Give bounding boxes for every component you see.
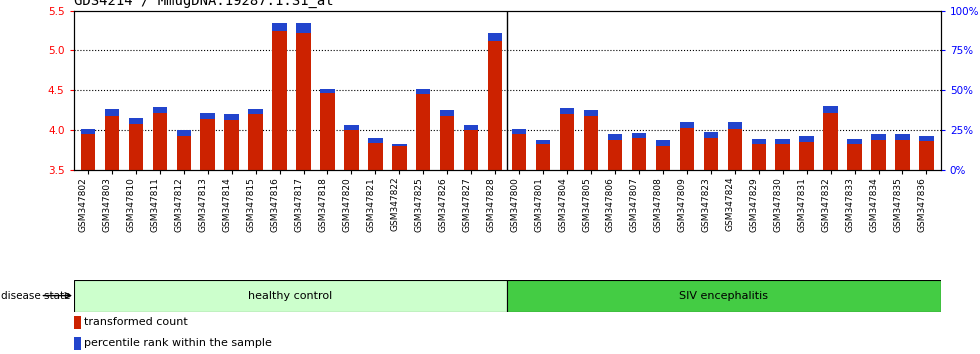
Bar [800,137,813,142]
Bar [775,144,790,170]
Bar [488,33,503,41]
Bar [508,280,941,312]
Bar [560,108,574,114]
Bar [775,139,790,144]
Bar [392,146,407,170]
Bar [176,130,191,136]
Bar [320,93,334,170]
Bar [896,134,909,139]
Bar [224,114,239,120]
Bar [201,119,215,170]
Bar [656,146,670,170]
Bar [105,109,119,116]
Bar [919,141,934,170]
Bar [440,110,455,116]
Bar [440,116,455,170]
Text: GDS4214 / MmugDNA.19287.1.S1_at: GDS4214 / MmugDNA.19287.1.S1_at [74,0,333,8]
Bar [248,114,263,170]
Bar [344,125,359,130]
Bar [368,143,382,170]
Bar [320,90,334,93]
Bar [823,113,838,170]
Bar [704,138,718,170]
Bar [80,129,95,134]
Bar [536,144,551,170]
Bar [74,316,81,329]
Bar [74,337,81,350]
Bar [296,33,311,170]
Bar [176,136,191,170]
Bar [153,107,167,113]
Bar [871,139,886,170]
Bar [632,133,646,138]
Bar [128,118,143,124]
Bar [848,144,861,170]
Text: healthy control: healthy control [248,291,332,301]
Bar [248,109,263,114]
Bar [201,113,215,119]
Bar [608,134,622,139]
Bar [392,144,407,146]
Bar [608,139,622,170]
Bar [919,136,934,141]
Bar [80,134,95,170]
Bar [560,114,574,170]
Bar [727,122,742,129]
Bar [272,30,287,170]
Bar [584,110,598,116]
Bar [512,129,526,134]
Bar [823,106,838,113]
Bar [848,139,861,144]
Bar [727,129,742,170]
Bar [368,138,382,143]
Text: transformed count: transformed count [84,317,187,327]
Bar [128,124,143,170]
Bar [344,130,359,170]
Bar [752,139,766,144]
Bar [871,134,886,139]
Bar [74,280,508,312]
Bar [800,142,813,170]
Bar [680,122,694,128]
Text: percentile rank within the sample: percentile rank within the sample [84,338,271,348]
Text: disease state: disease state [1,291,71,301]
Bar [464,130,478,170]
Bar [488,41,503,170]
Bar [464,125,478,130]
Bar [584,116,598,170]
Bar [536,140,551,144]
Bar [896,139,909,170]
Bar [416,88,430,94]
Bar [416,94,430,170]
Bar [153,113,167,170]
Bar [512,134,526,170]
Bar [105,116,119,170]
Bar [272,23,287,30]
Bar [632,138,646,170]
Bar [752,144,766,170]
Bar [704,132,718,138]
Bar [656,141,670,146]
Bar [296,23,311,33]
Bar [224,120,239,170]
Text: SIV encephalitis: SIV encephalitis [679,291,768,301]
Bar [680,128,694,170]
